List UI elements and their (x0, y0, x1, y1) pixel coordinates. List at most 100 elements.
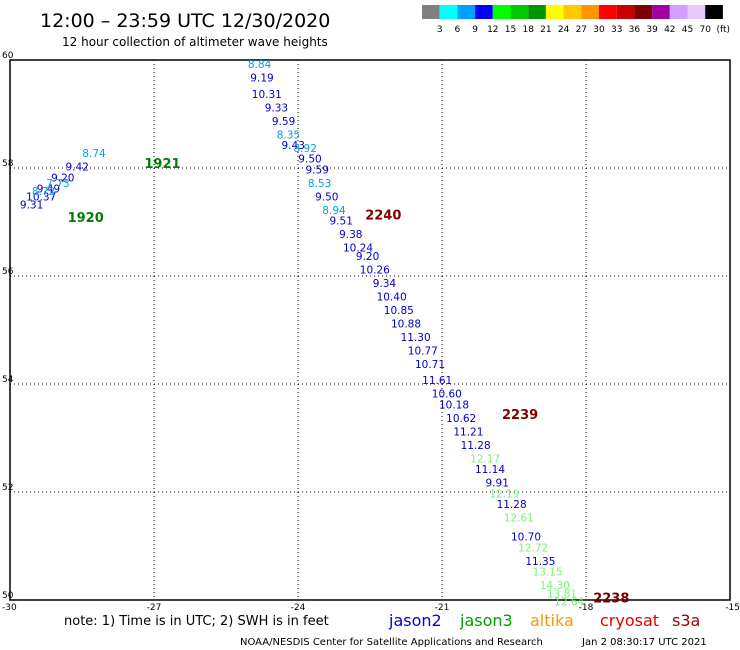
legend-label: 6 (455, 25, 461, 35)
legend-swatch (616, 5, 635, 19)
legend-swatch (705, 5, 723, 19)
map-frame (9, 59, 731, 601)
swh-value: 9.20 (356, 251, 379, 263)
wave-height-points: 9.209.429.319.4910.379.1910.319.339.599.… (20, 59, 585, 608)
legend-swatch (510, 5, 529, 19)
swh-value: 11.35 (525, 556, 555, 568)
swh-value: 9.59 (272, 116, 295, 128)
swh-value: 11.30 (401, 332, 431, 344)
swh-value: 10.18 (439, 399, 469, 411)
swh-value: 9.31 (20, 200, 43, 212)
swh-value: 9.33 (265, 102, 288, 114)
swh-value: 10.24 (343, 243, 373, 255)
legend-label: 45 (682, 25, 693, 35)
swh-value: 9.59 (306, 164, 329, 176)
swh-value: 9.19 (250, 73, 273, 85)
satellite-name: jason3 (459, 611, 513, 630)
swh-value: 8.72 (32, 186, 55, 198)
x-tick-label: -18 (579, 603, 594, 613)
swh-value: 9.20 (51, 173, 74, 185)
x-tick-label: -15 (725, 603, 740, 613)
swh-value: 10.70 (511, 532, 541, 544)
swh-value: 11.21 (453, 426, 483, 438)
pass-time-label: 2240 (365, 208, 401, 223)
axis-ticks: -30 -27 -24 -21 -18 -15 50 52 54 56 58 60 (2, 51, 740, 613)
swh-value: 9.51 (330, 216, 353, 228)
swh-value: 11.61 (422, 375, 452, 387)
legend-label: 30 (593, 25, 605, 35)
x-tick-label: -21 (435, 603, 450, 613)
x-tick-label: -27 (147, 603, 162, 613)
satellite-name: jason2 (388, 611, 442, 630)
swh-value: 10.88 (391, 318, 421, 330)
swh-value: 10.77 (408, 345, 438, 357)
satellite-name: altika (530, 611, 574, 630)
pass-time-labels: 1921 1920 2240 2239 2238 (68, 157, 630, 607)
legend-label: 27 (576, 25, 587, 35)
y-tick-label: 60 (2, 51, 14, 61)
swh-value: 10.62 (446, 413, 476, 425)
swh-value: 11.28 (497, 499, 527, 511)
satellite-name: cryosat (600, 611, 659, 630)
swh-value: 13.81 (547, 588, 577, 600)
legend-label: 39 (646, 25, 658, 35)
swh-value: 11.28 (461, 440, 491, 452)
swh-value: 9.91 (486, 478, 509, 490)
map-subtitle: 12 hour collection of altimeter wave hei… (62, 35, 328, 49)
legend-label: 33 (611, 25, 622, 35)
swh-value: 9.43 (282, 140, 305, 152)
legend-swatch (439, 5, 458, 19)
legend-label: 36 (629, 25, 641, 35)
swh-value: 9.49 (37, 183, 60, 195)
x-tick-label: -30 (2, 603, 17, 613)
legend-label: 42 (664, 25, 675, 35)
x-tick-label: -24 (291, 603, 306, 613)
legend-label: 15 (505, 25, 516, 35)
swh-value: 10.26 (360, 264, 390, 276)
pass-time-label: 2239 (502, 408, 538, 423)
color-legend: 3 6 9 12 15 18 21 24 27 30 33 36 39 42 45 70 (ft) (422, 5, 730, 35)
swh-value: 12.17 (470, 453, 500, 465)
swh-value: 13.15 (533, 567, 563, 579)
legend-swatch (545, 5, 564, 19)
swh-value: 12.64 (554, 596, 584, 608)
legend-swatch (528, 5, 546, 19)
y-tick-label: 50 (2, 591, 14, 601)
legend-label: 12 (487, 25, 498, 35)
swh-value: 8.84 (248, 59, 272, 71)
legend-label: 24 (558, 25, 570, 35)
pass-time-label: 2238 (593, 592, 629, 607)
swh-value: 12.61 (504, 513, 534, 525)
swh-value: 10.71 (415, 359, 445, 371)
swh-value: 12.72 (518, 542, 548, 554)
y-tick-label: 58 (2, 159, 14, 169)
legend-swatch (634, 5, 653, 19)
y-tick-label: 52 (2, 483, 13, 493)
swh-value: 14.30 (540, 580, 570, 592)
pass-time-label: 1921 (144, 157, 180, 172)
swh-value: 10.40 (377, 291, 407, 303)
pass-time-label: 1920 (68, 211, 104, 226)
swh-value: 8.94 (322, 205, 346, 217)
legend-label: 18 (522, 25, 534, 35)
swh-value: 8.35 (277, 129, 300, 141)
map-title: 12:00 – 23:59 UTC 12/30/2020 (40, 10, 330, 32)
legend-swatch (581, 5, 599, 19)
swh-value: 11.14 (475, 464, 505, 476)
legend-swatch (563, 5, 582, 19)
legend-label: 21 (540, 25, 551, 35)
legend-swatch (422, 5, 440, 19)
satellite-name: s3a (672, 611, 700, 630)
swh-value: 7.73 (46, 178, 69, 190)
swh-value: 8.74 (82, 148, 106, 160)
legend-label: 70 (699, 25, 711, 35)
legend-swatch (599, 5, 617, 19)
legend-unit: (ft) (716, 25, 730, 35)
timestamp: Jan 2 08:30:17 UTC 2021 (581, 637, 707, 648)
swh-value: 9.42 (66, 162, 89, 174)
lat-lon-grid (9, 59, 731, 601)
swh-value: 9.50 (298, 154, 321, 166)
legend-swatch (492, 5, 511, 19)
swh-value: 9.50 (315, 191, 338, 203)
